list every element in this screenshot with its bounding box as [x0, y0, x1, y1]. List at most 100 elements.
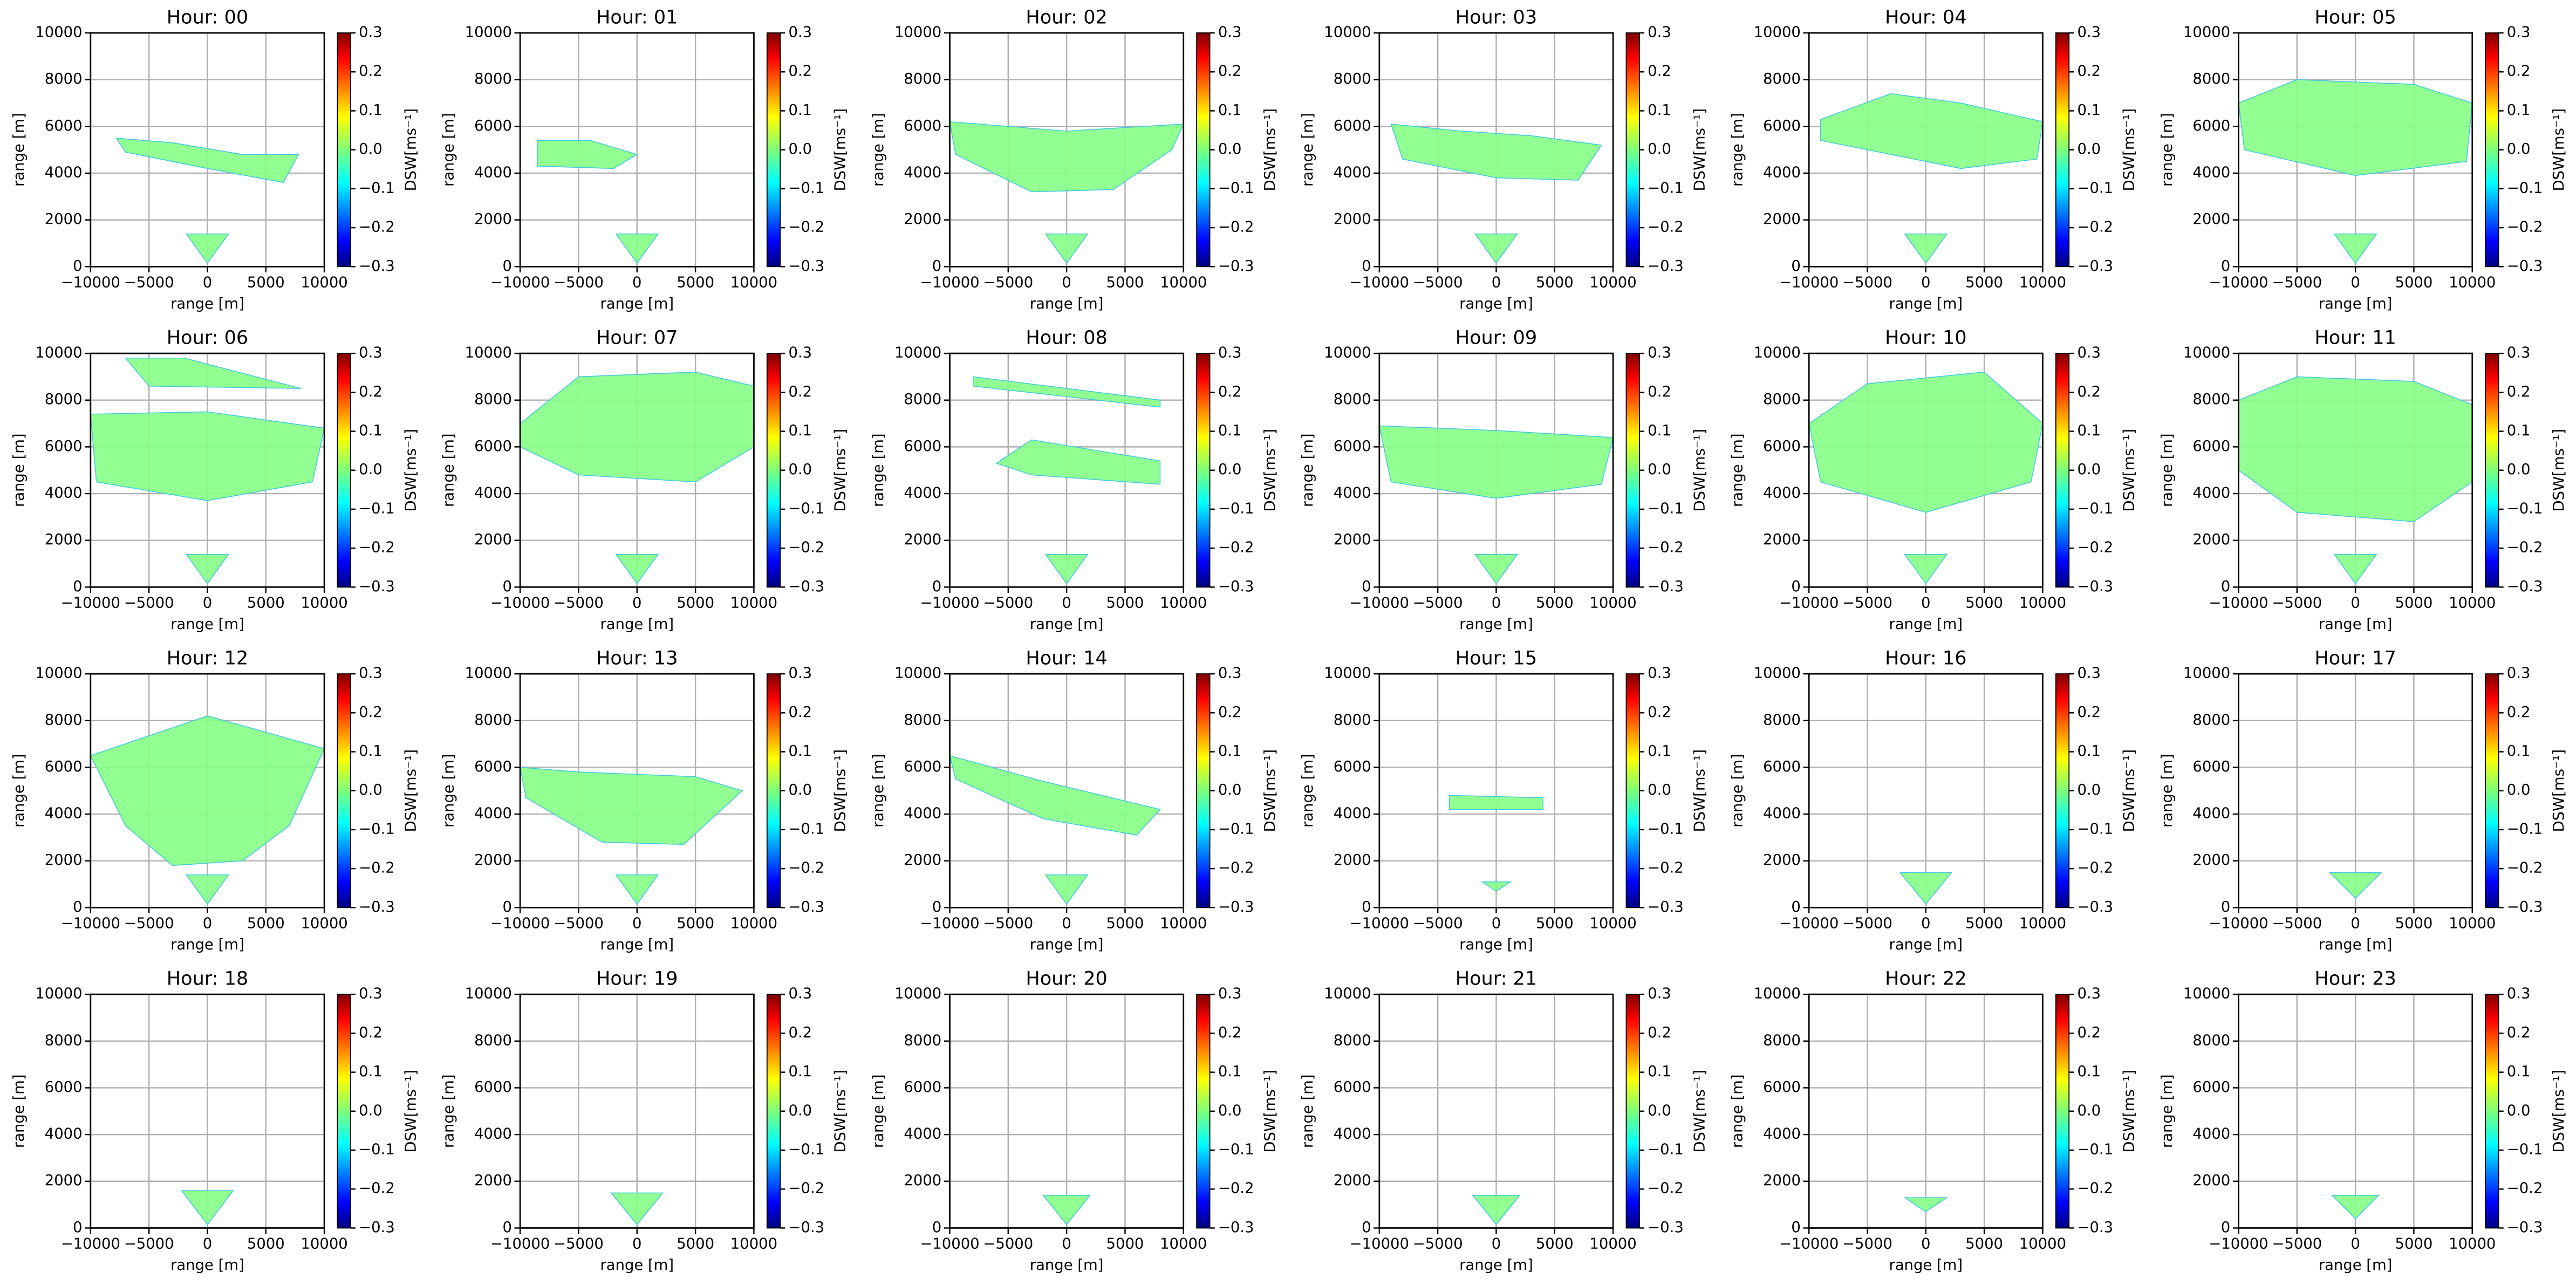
colorbar-tick-label: −0.3 — [2077, 258, 2113, 275]
y-tick-label: 8000 — [1763, 712, 1801, 728]
colorbar-tick-label: 0.1 — [2507, 743, 2531, 760]
x-axis-label: range [m] — [1889, 296, 1963, 312]
y-tick-label: 10000 — [2183, 665, 2230, 682]
y-tick-label: 10000 — [1754, 986, 1801, 1002]
colorbar-tick-label: 0.1 — [2077, 1063, 2101, 1080]
x-tick-label: −10000 — [490, 915, 550, 932]
colorbar-tick-label: −0.3 — [2507, 258, 2543, 275]
x-tick-label: −10000 — [2209, 274, 2268, 291]
colorbar — [2485, 994, 2499, 1229]
colorbar-tick-label: −0.1 — [1218, 1141, 1254, 1158]
x-tick-label: 5000 — [247, 594, 285, 611]
scan-region — [520, 371, 754, 483]
x-tick-label: 0 — [1921, 1235, 1930, 1252]
colorbar-tick-label: −0.3 — [1218, 258, 1254, 275]
regions — [949, 121, 1184, 264]
axes-frame — [519, 352, 755, 588]
x-tick-label: −10000 — [1779, 594, 1839, 611]
y-axis-label: range [m] — [1300, 433, 1316, 507]
colorbar — [1196, 32, 1211, 268]
colorbar-tick-label: 0.0 — [2077, 141, 2101, 158]
colorbar-tick-label: 0.3 — [2507, 665, 2531, 682]
axes-frame — [1378, 993, 1614, 1229]
y-tick-label: 8000 — [1763, 391, 1801, 408]
y-tick-label: 0 — [502, 1219, 511, 1236]
y-tick-label: 2000 — [1334, 852, 1371, 869]
x-tick-label: 0 — [203, 594, 212, 611]
colorbar-tick-label: 0.1 — [789, 743, 812, 760]
y-tick-label: 0 — [932, 578, 941, 595]
regions — [949, 755, 1161, 905]
y-tick-label: 6000 — [1334, 118, 1371, 134]
scan-region — [995, 439, 1161, 485]
axes-frame — [1378, 673, 1614, 908]
x-tick-label: 10000 — [1589, 915, 1636, 932]
scan-region — [2333, 233, 2377, 264]
y-tick-label: 8000 — [1334, 1032, 1371, 1049]
colorbar-tick-label: −0.3 — [1648, 1219, 1684, 1236]
colorbar-tick-label: −0.3 — [789, 578, 825, 595]
y-tick-label: 0 — [1362, 258, 1371, 275]
x-tick-label: −10000 — [2209, 1235, 2268, 1252]
colorbar-tick-label: −0.1 — [2507, 1141, 2543, 1158]
y-tick-label: 4000 — [474, 164, 512, 181]
colorbar-tick-label: 0.3 — [1648, 986, 1671, 1002]
y-tick-label: 10000 — [465, 24, 512, 41]
y-tick-label: 0 — [73, 899, 82, 915]
subplot-title: Hour: 00 — [167, 6, 248, 29]
colorbar-tick-label: −0.3 — [789, 899, 825, 915]
regions — [1899, 872, 1953, 905]
colorbar-tick-label: −0.1 — [2077, 180, 2113, 196]
y-axis-label: range [m] — [2159, 754, 2176, 828]
x-tick-label: 10000 — [1589, 274, 1636, 291]
x-tick-label: 0 — [632, 915, 641, 932]
x-tick-label: 5000 — [1536, 915, 1574, 932]
colorbar — [337, 32, 351, 268]
x-tick-label: −10000 — [1350, 915, 1409, 932]
x-tick-label: 0 — [203, 1235, 212, 1252]
colorbar-tick-label: 0.3 — [1648, 345, 1671, 361]
colorbar-label: DSW[ms⁻¹] — [1262, 1070, 1279, 1153]
colorbar-tick-label: −0.3 — [2077, 899, 2113, 915]
y-tick-label: 10000 — [35, 665, 82, 682]
colorbar-tick-label: 0.1 — [1218, 422, 1242, 439]
regions — [1379, 425, 1614, 585]
regions — [1472, 1194, 1521, 1226]
regions — [2328, 872, 2382, 899]
y-tick-label: 4000 — [1334, 164, 1371, 181]
colorbar-label: DSW[ms⁻¹] — [832, 429, 849, 512]
x-tick-label: 10000 — [1160, 1235, 1207, 1252]
x-tick-label: −5000 — [983, 1235, 1033, 1252]
y-tick-label: 0 — [1791, 1219, 1800, 1236]
x-tick-label: 5000 — [1106, 274, 1144, 291]
x-tick-label: −5000 — [1413, 1235, 1463, 1252]
regions — [90, 357, 325, 585]
x-tick-label: 10000 — [1589, 594, 1636, 611]
x-axis-label: range [m] — [2319, 1257, 2393, 1274]
x-axis-label: range [m] — [1459, 1257, 1533, 1274]
scan-region — [1474, 553, 1518, 585]
colorbar-tick-label: 0.2 — [1218, 704, 1242, 721]
x-tick-label: −5000 — [2272, 1235, 2322, 1252]
y-tick-label: 6000 — [904, 758, 941, 775]
scan-region — [1449, 795, 1543, 810]
scan-region — [1044, 233, 1089, 264]
y-axis-label: range [m] — [870, 754, 887, 828]
x-tick-label: −5000 — [983, 915, 1033, 932]
x-tick-label: −5000 — [1413, 915, 1463, 932]
y-tick-label: 10000 — [2183, 986, 2230, 1002]
y-axis-label: range [m] — [2159, 113, 2176, 187]
colorbar-tick-label: 0.2 — [359, 1024, 382, 1041]
x-tick-label: 5000 — [1536, 1235, 1574, 1252]
y-tick-label: 4000 — [904, 1126, 941, 1143]
x-tick-label: 5000 — [1106, 1235, 1144, 1252]
colorbar-label: DSW[ms⁻¹] — [1691, 1070, 1708, 1153]
colorbar-label: DSW[ms⁻¹] — [402, 429, 419, 512]
y-tick-label: 2000 — [1763, 1172, 1801, 1189]
colorbar-tick-label: 0.3 — [789, 986, 812, 1002]
colorbar-label: DSW[ms⁻¹] — [2121, 429, 2138, 512]
colorbar-tick-label: −0.2 — [2507, 1180, 2543, 1197]
y-tick-label: 10000 — [465, 986, 512, 1002]
y-tick-label: 10000 — [1754, 345, 1801, 361]
colorbar-tick-label: −0.2 — [1218, 539, 1254, 556]
